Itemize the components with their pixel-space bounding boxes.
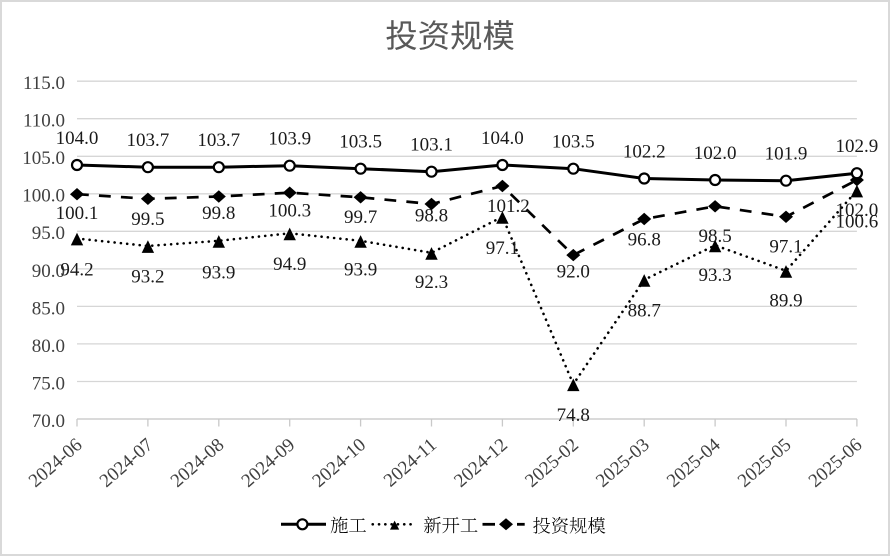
svg-text:92.3: 92.3	[415, 272, 448, 293]
svg-text:80.0: 80.0	[32, 336, 65, 357]
svg-text:97.1: 97.1	[769, 237, 802, 258]
svg-text:102.2: 102.2	[623, 141, 666, 162]
svg-text:89.9: 89.9	[769, 290, 802, 311]
svg-text:102.0: 102.0	[836, 200, 879, 221]
svg-text:85.0: 85.0	[32, 298, 65, 319]
svg-text:88.7: 88.7	[628, 301, 661, 322]
svg-text:93.3: 93.3	[698, 265, 731, 286]
svg-text:105.0: 105.0	[22, 148, 65, 169]
svg-text:102.0: 102.0	[694, 143, 737, 164]
svg-text:99.7: 99.7	[344, 207, 377, 228]
svg-text:104.0: 104.0	[56, 128, 99, 149]
svg-text:94.9: 94.9	[273, 254, 306, 275]
svg-text:104.0: 104.0	[481, 128, 524, 149]
svg-text:101.2: 101.2	[487, 196, 530, 217]
svg-text:97.1: 97.1	[486, 238, 519, 259]
svg-text:103.7: 103.7	[197, 130, 240, 151]
svg-text:98.5: 98.5	[698, 226, 731, 247]
svg-text:101.9: 101.9	[765, 144, 808, 165]
svg-text:103.9: 103.9	[268, 129, 311, 150]
svg-text:70.0: 70.0	[32, 411, 65, 432]
svg-text:100.0: 100.0	[22, 186, 65, 207]
svg-text:102.9: 102.9	[836, 136, 879, 157]
svg-text:96.8: 96.8	[628, 230, 661, 251]
svg-text:103.7: 103.7	[127, 130, 170, 151]
svg-text:99.5: 99.5	[131, 209, 164, 230]
svg-text:103.1: 103.1	[410, 135, 453, 156]
svg-text:93.9: 93.9	[344, 260, 377, 281]
svg-text:75.0: 75.0	[32, 373, 65, 394]
svg-text:90.0: 90.0	[32, 261, 65, 282]
svg-text:93.9: 93.9	[202, 262, 235, 283]
svg-text:94.2: 94.2	[60, 259, 93, 280]
svg-text:93.2: 93.2	[131, 266, 164, 287]
svg-text:99.8: 99.8	[202, 203, 235, 224]
svg-text:100.1: 100.1	[56, 203, 99, 224]
svg-text:115.0: 115.0	[23, 73, 65, 94]
svg-text:110.0: 110.0	[23, 111, 65, 132]
svg-text:74.8: 74.8	[557, 405, 590, 426]
svg-text:98.8: 98.8	[415, 205, 448, 226]
svg-text:92.0: 92.0	[557, 262, 590, 283]
svg-text:103.5: 103.5	[552, 132, 595, 153]
svg-text:95.0: 95.0	[32, 223, 65, 244]
svg-text:100.6: 100.6	[836, 212, 879, 233]
svg-text:100.3: 100.3	[268, 200, 311, 221]
svg-text:103.5: 103.5	[339, 132, 382, 153]
